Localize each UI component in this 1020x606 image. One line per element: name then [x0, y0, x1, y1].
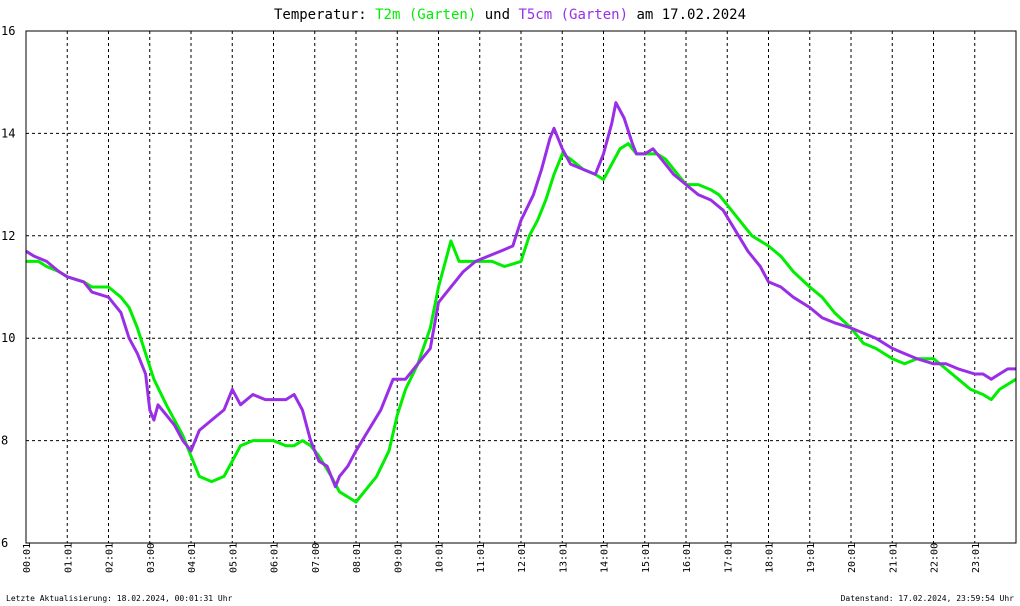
series-line-0	[26, 142, 1017, 504]
x-tick-label: 07:00	[311, 543, 322, 573]
x-tick-label: 00:01	[22, 543, 33, 573]
x-tick-label: 03:00	[146, 543, 157, 573]
y-tick-label: 16	[1, 24, 15, 38]
x-tick-label: 23:01	[971, 543, 982, 573]
x-tick-label: 17:01	[723, 543, 734, 573]
y-tick-label: 8	[1, 434, 8, 448]
x-tick-label: 05:01	[228, 543, 239, 573]
y-axis-ticks: 6 8 10 12 14 16	[1, 24, 15, 550]
x-tick-label: 11:01	[476, 543, 487, 573]
footer-data-status: Datenstand: 17.02.2024, 23:59:54 Uhr	[841, 594, 1015, 603]
title-part-4: am 17.02.2024	[628, 7, 746, 23]
title-part-1: T2m (Garten)	[375, 7, 476, 23]
x-tick-label: 18:01	[765, 543, 776, 573]
x-tick-label: 21:01	[888, 543, 899, 573]
x-tick-label: 16:01	[682, 543, 693, 573]
x-tick-label: 12:01	[517, 543, 528, 573]
chart-title: Temperatur: T2m (Garten) und T5cm (Garte…	[274, 7, 746, 23]
x-tick-label: 06:01	[270, 543, 281, 573]
x-tick-label: 08:01	[352, 543, 363, 573]
y-tick-label: 10	[1, 331, 15, 345]
x-tick-label: 14:01	[600, 543, 611, 573]
x-tick-label: 20:01	[847, 543, 858, 573]
chart-grid	[26, 31, 1016, 543]
y-tick-label: 14	[1, 126, 15, 140]
x-tick-label: 19:01	[806, 543, 817, 573]
x-tick-label: 04:01	[187, 543, 198, 573]
title-part-3: T5cm (Garten)	[518, 7, 628, 23]
x-tick-label: 02:01	[105, 543, 116, 573]
x-tick-label: 22:00	[930, 543, 941, 573]
series-line-1	[25, 101, 1016, 489]
chart-series	[25, 101, 1017, 504]
x-tick-label: 10:01	[435, 543, 446, 573]
y-tick-label: 6	[1, 536, 8, 550]
x-tick-label: 01:01	[63, 543, 74, 573]
x-axis-ticks: 00:01 01:01 02:01 03:00 04:01 05:01 06:01 07:00…	[22, 543, 982, 573]
y-tick-label: 12	[1, 229, 15, 243]
title-part-2: und	[476, 7, 518, 23]
x-tick-label: 15:01	[641, 543, 652, 573]
title-part-0: Temperatur:	[274, 7, 375, 23]
x-tick-label: 09:01	[393, 543, 404, 573]
plot-frame	[25, 30, 1017, 544]
footer-last-update: Letzte Aktualisierung: 18.02.2024, 00:01…	[6, 594, 233, 603]
x-tick-label: 13:01	[558, 543, 569, 573]
